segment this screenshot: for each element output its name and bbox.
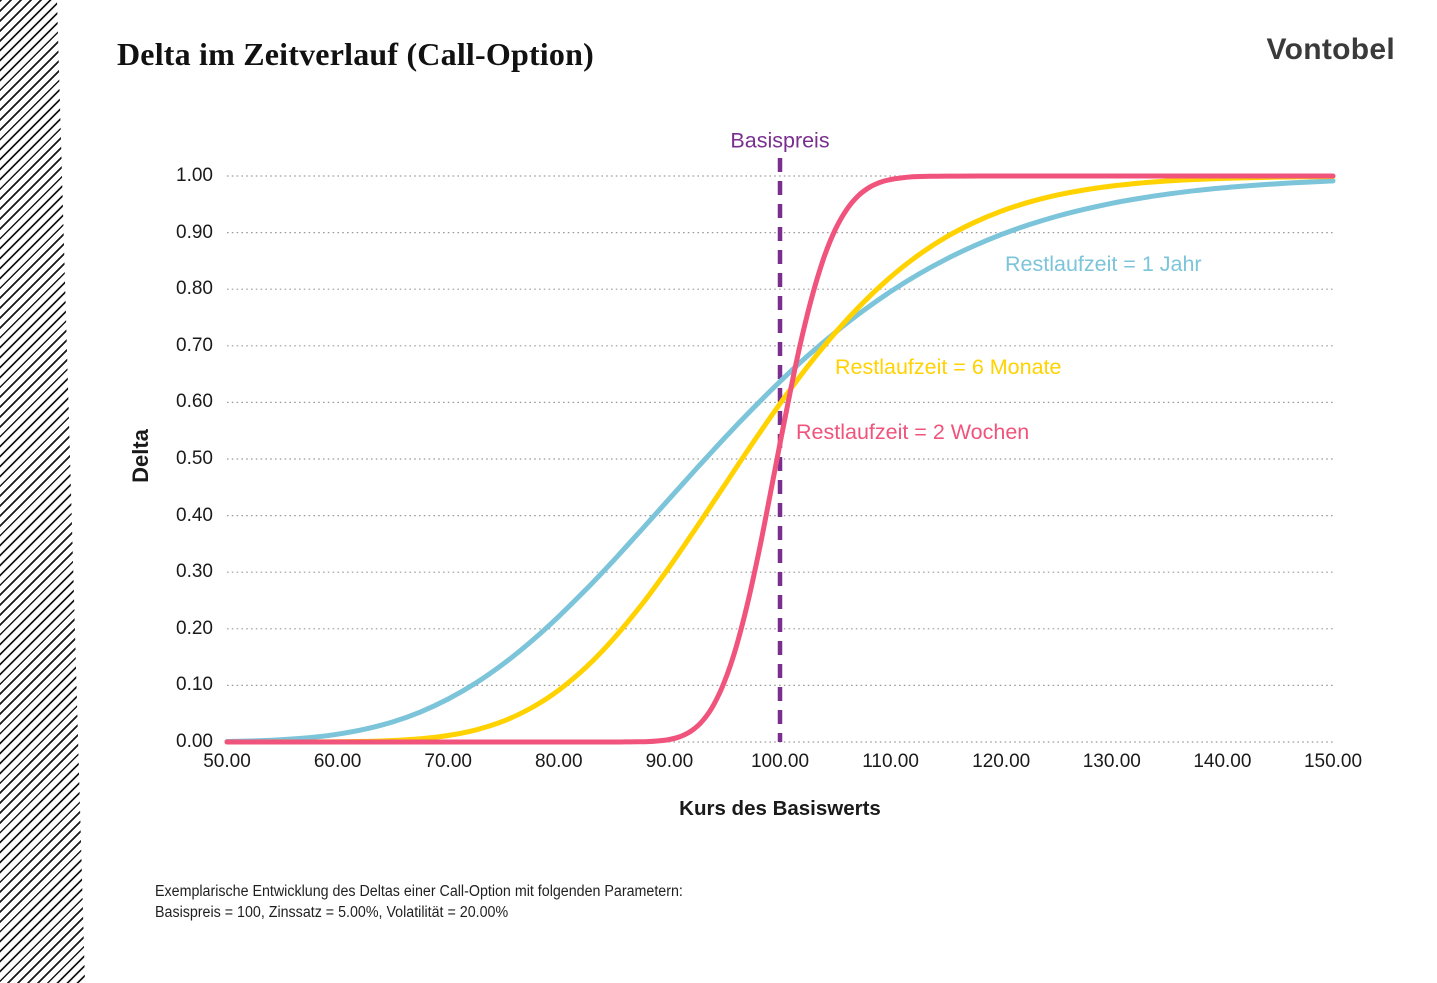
- y-tick-0.40: 0.40: [176, 504, 213, 526]
- y-tick-0.60: 0.60: [176, 391, 213, 413]
- curve-series-1: [224, 174, 1336, 745]
- x-tick-70.00: 70.00: [424, 751, 472, 772]
- x-tick-140.00: 140.00: [1193, 751, 1252, 772]
- x-tick-100.00: 100.00: [750, 751, 810, 772]
- x-tick-80.00: 80.00: [535, 751, 583, 772]
- y-tick-0.90: 0.90: [176, 221, 213, 243]
- x-axis-title: Kurs des Basiswerts: [679, 797, 881, 820]
- x-tick-90.00: 90.00: [645, 751, 694, 772]
- x-tick-60.00: 60.00: [313, 751, 362, 772]
- x-tick-130.00: 130.00: [1082, 751, 1141, 772]
- y-tick-0.80: 0.80: [176, 278, 213, 300]
- curve-series-2: [224, 173, 1336, 745]
- x-tick-120.00: 120.00: [972, 751, 1031, 772]
- series-label-2-wochen: Restlaufzeit = 2 Wochen: [796, 420, 1030, 444]
- y-tick-1.00: 1.00: [176, 165, 213, 186]
- footnote-line-1: Exemplarische Entwicklung des Deltas ein…: [155, 883, 683, 900]
- series-label-6-monate: Restlaufzeit = 6 Monate: [835, 355, 1062, 379]
- x-tick-110.00: 110.00: [862, 751, 919, 772]
- y-tick-0.50: 0.50: [176, 448, 213, 469]
- vontobel-logo: Vontobel: [1266, 33, 1395, 66]
- y-axis-title: Delta: [128, 429, 153, 483]
- y-tick-0.70: 0.70: [176, 334, 213, 356]
- strike-price-annotation: Basispreis: [730, 128, 830, 153]
- x-tick-150.00: 150.00: [1303, 751, 1363, 772]
- page-title: Delta im Zeitverlauf (Call-Option): [117, 36, 594, 72]
- footnote-line-2: Basispreis = 100, Zinssatz = 5.00%, Vola…: [155, 904, 509, 921]
- curve-series-0: [224, 178, 1336, 744]
- x-tick-50.00: 50.00: [203, 751, 251, 772]
- y-tick-0.10: 0.10: [176, 674, 213, 696]
- footnote: Exemplarische Entwicklung des Deltas ein…: [155, 881, 683, 923]
- series-label-1-jahr: Restlaufzeit = 1 Jahr: [1005, 252, 1202, 276]
- y-tick-0.20: 0.20: [176, 617, 213, 639]
- y-tick-0.30: 0.30: [176, 561, 213, 583]
- y-tick-0.00: 0.00: [176, 731, 213, 752]
